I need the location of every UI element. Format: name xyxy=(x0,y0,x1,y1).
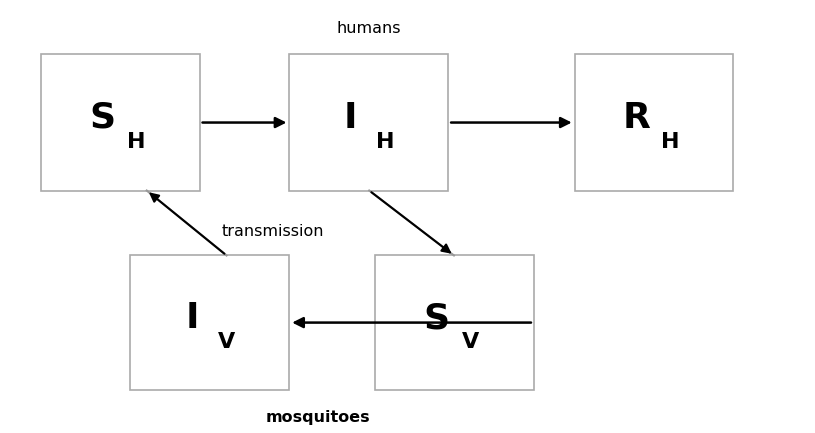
Bar xyxy=(41,54,200,191)
Bar xyxy=(130,255,289,390)
Text: transmission: transmission xyxy=(222,224,324,239)
Text: R: R xyxy=(622,101,650,135)
Text: mosquitoes: mosquitoes xyxy=(266,410,370,425)
Text: H: H xyxy=(127,132,146,152)
Text: S: S xyxy=(423,301,450,335)
Text: humans: humans xyxy=(337,21,402,36)
Text: V: V xyxy=(218,332,235,352)
Text: H: H xyxy=(661,132,680,152)
Bar xyxy=(375,255,534,390)
Text: H: H xyxy=(376,132,394,152)
Text: S: S xyxy=(89,101,116,135)
Text: V: V xyxy=(462,332,479,352)
Bar xyxy=(289,54,448,191)
Text: I: I xyxy=(344,101,358,135)
Bar xyxy=(575,54,734,191)
Text: I: I xyxy=(185,301,199,335)
